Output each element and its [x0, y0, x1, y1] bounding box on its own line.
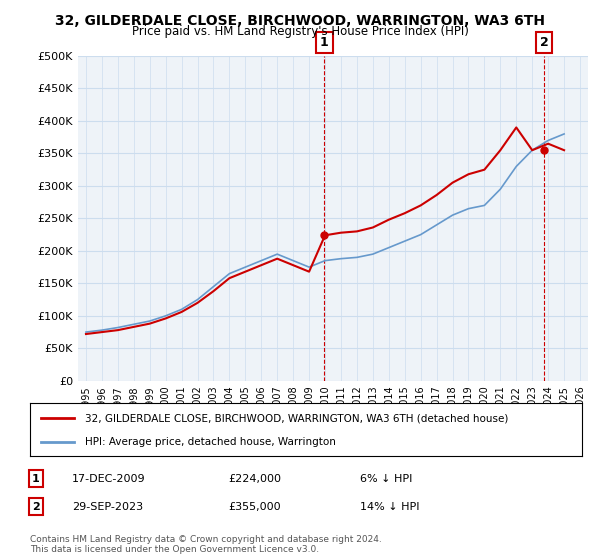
Text: 1: 1 [320, 36, 329, 49]
Text: £355,000: £355,000 [228, 502, 281, 512]
Text: 2: 2 [32, 502, 40, 512]
Text: Price paid vs. HM Land Registry's House Price Index (HPI): Price paid vs. HM Land Registry's House … [131, 25, 469, 38]
Text: 6% ↓ HPI: 6% ↓ HPI [360, 474, 412, 484]
Text: 17-DEC-2009: 17-DEC-2009 [72, 474, 146, 484]
Text: 32, GILDERDALE CLOSE, BIRCHWOOD, WARRINGTON, WA3 6TH (detached house): 32, GILDERDALE CLOSE, BIRCHWOOD, WARRING… [85, 413, 509, 423]
Text: 2: 2 [539, 36, 548, 49]
Text: 14% ↓ HPI: 14% ↓ HPI [360, 502, 419, 512]
Text: Contains HM Land Registry data © Crown copyright and database right 2024.
This d: Contains HM Land Registry data © Crown c… [30, 535, 382, 554]
Text: 32, GILDERDALE CLOSE, BIRCHWOOD, WARRINGTON, WA3 6TH: 32, GILDERDALE CLOSE, BIRCHWOOD, WARRING… [55, 14, 545, 28]
Text: HPI: Average price, detached house, Warrington: HPI: Average price, detached house, Warr… [85, 436, 336, 446]
Text: 29-SEP-2023: 29-SEP-2023 [72, 502, 143, 512]
Text: 1: 1 [32, 474, 40, 484]
Text: £224,000: £224,000 [228, 474, 281, 484]
